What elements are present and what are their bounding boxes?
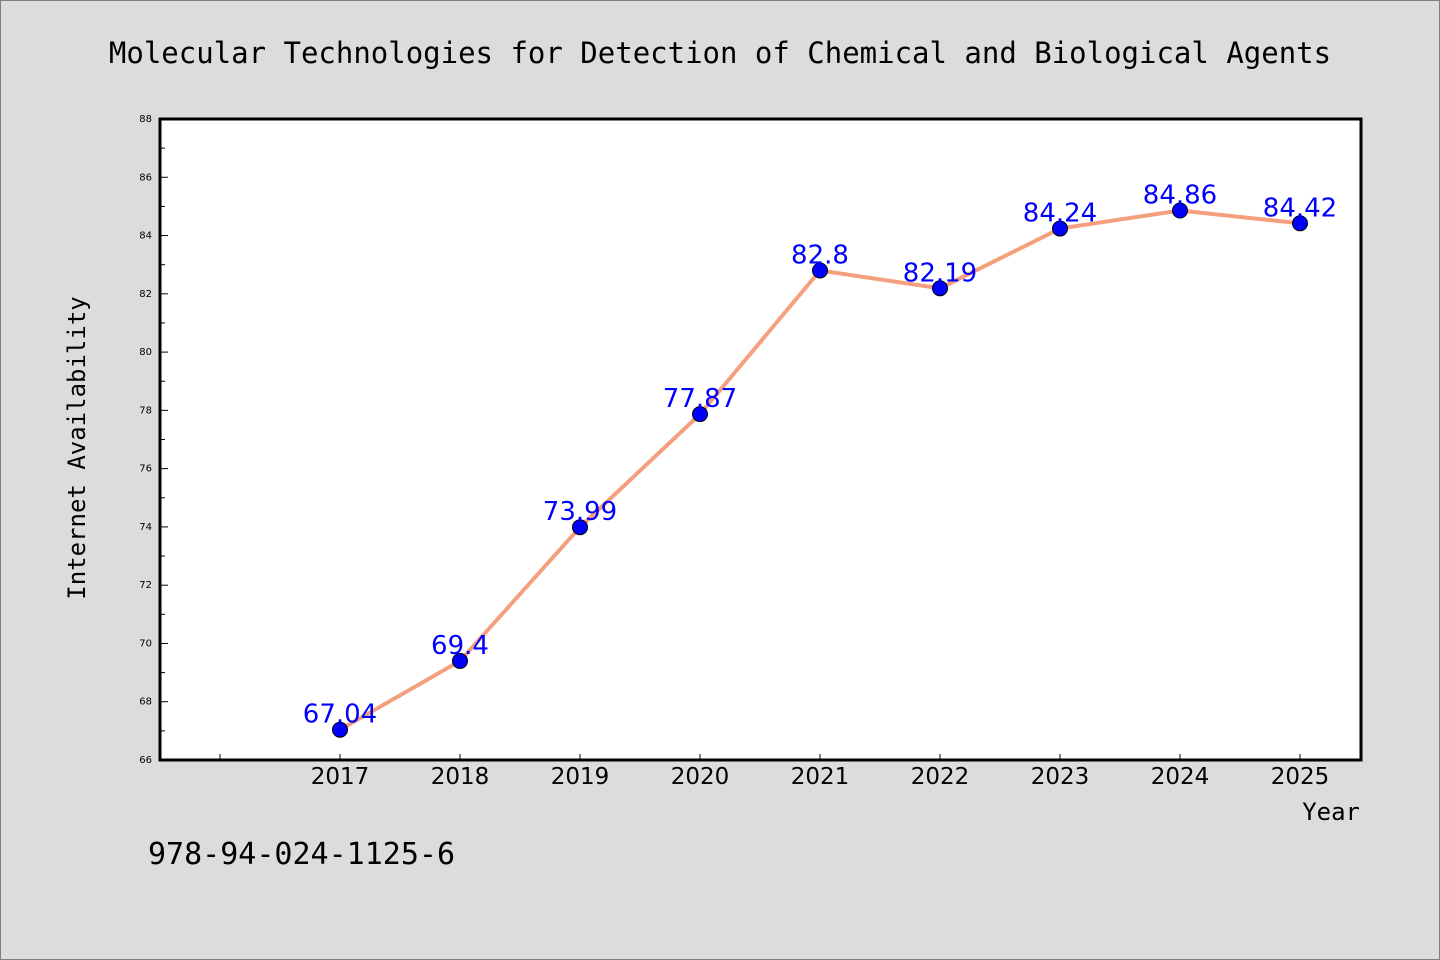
x-tick-label: 2017 (311, 764, 370, 790)
data-point (452, 652, 468, 669)
data-label: 82.19 (903, 258, 977, 288)
series-group: 67.04 69.4 73.99 77.87 82.8 82.19 84.24 84.86 84… (303, 180, 1337, 738)
y-tick-label: 76 (139, 464, 152, 475)
data-point (572, 519, 588, 536)
data-point (1052, 220, 1068, 237)
isbn-annotation: 978-94-024-1125-6 (148, 837, 455, 872)
x-axis-label: Year (1302, 798, 1360, 826)
data-label: 84.86 (1143, 180, 1217, 210)
data-point (932, 280, 948, 297)
data-label: 67.04 (303, 700, 377, 730)
x-tick-label: 2020 (671, 764, 730, 790)
x-tick-label: 2022 (911, 764, 970, 790)
data-label: 84.42 (1263, 193, 1337, 223)
data-label: 82.8 (791, 241, 849, 271)
plot-area (158, 117, 1363, 762)
x-tick-label: 2018 (431, 764, 490, 790)
data-point (332, 721, 348, 738)
x-tick-label: 2019 (551, 764, 610, 790)
data-point (1172, 202, 1188, 219)
data-label: 77.87 (663, 384, 737, 414)
y-tick-label: 78 (139, 405, 152, 416)
y-tick-label: 80 (139, 347, 152, 358)
y-axis: 66 68 70 72 74 76 78 80 82 84 86 88 (139, 114, 168, 766)
x-tick-label: 2023 (1031, 764, 1090, 790)
y-tick-label: 82 (139, 289, 152, 300)
data-point (1292, 215, 1308, 232)
y-tick-label: 66 (139, 755, 152, 766)
y-tick-label: 72 (139, 580, 152, 591)
data-label: 84.24 (1023, 199, 1097, 229)
data-point (692, 406, 708, 423)
data-label: 69.4 (431, 631, 489, 661)
data-label: 73.99 (543, 497, 617, 527)
y-axis-label: Internet Availability (63, 296, 91, 599)
y-tick-label: 70 (139, 638, 152, 649)
y-tick-label: 88 (139, 114, 152, 125)
y-tick-label: 86 (139, 172, 152, 183)
data-point (812, 262, 828, 279)
x-tick-label: 2025 (1271, 764, 1330, 790)
x-axis: 2017 2018 2019 2020 2021 2022 2023 2024 2025 (219, 754, 1330, 790)
x-tick-label: 2024 (1151, 764, 1210, 790)
y-tick-label: 84 (139, 231, 152, 242)
chart-title: Molecular Technologies for Detection of … (109, 36, 1331, 70)
x-tick-label: 2021 (791, 764, 850, 790)
y-tick-label: 68 (139, 697, 152, 708)
y-tick-label: 74 (139, 522, 152, 533)
